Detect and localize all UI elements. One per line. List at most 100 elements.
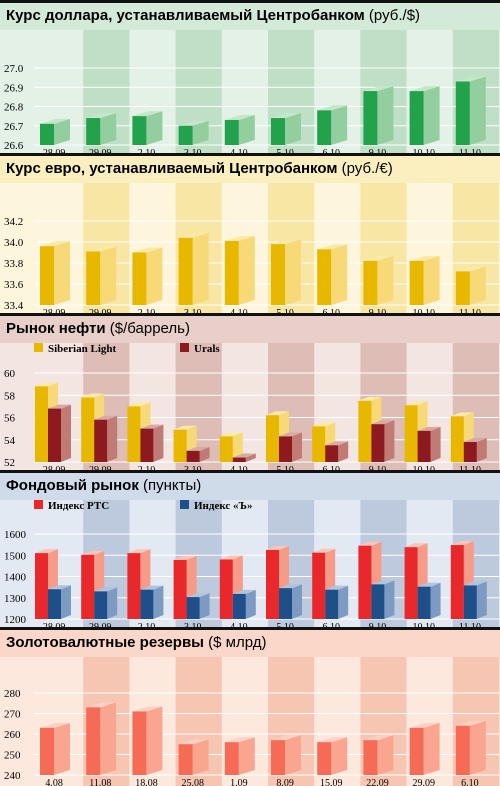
y-tick-label: 33.6 [4,279,24,291]
bar-eur-4.10 [224,235,255,305]
x-tick-label: 18.08 [135,778,158,786]
bar-gold-1.09 [224,737,255,775]
bar-top [409,722,440,728]
x-tick-label: 9.10 [369,465,387,473]
bar-top [463,581,487,586]
bar-eur-10.10 [409,255,440,305]
bar-gold-8.09 [271,735,301,775]
bar-top [35,549,58,554]
bar-side [54,241,70,305]
bar-side [61,404,71,462]
bar-top [363,735,394,741]
bar-индекс-ъ--11.10 [463,581,487,619]
x-tick-label: 10.10 [412,308,435,316]
bar-front [178,237,193,305]
chart-usd: 26.6 26.7 26.8 26.9 27.0 28.09 29.09 2.10 3.10 4.… [0,30,500,156]
bar-front [94,419,108,462]
y-tick-label: 52 [4,457,15,469]
bar-side [285,239,301,305]
bar-side [285,735,301,775]
bar-gold-15.09 [317,737,348,775]
x-tick-label: 2.10 [138,308,156,316]
bar-top [455,76,486,82]
x-tick-label: 28.09 [43,622,66,630]
x-tick-label: 11.10 [459,148,481,156]
bar-side [54,118,70,145]
panel-title-stock: Фондовый рынок (пункты) [6,474,201,498]
bar-top [279,584,302,589]
bar-top [219,432,243,437]
panel-title-gold: Золотовалютные резервы ($ млрд) [6,631,266,655]
bar-front [224,742,239,775]
bar-side [100,246,117,305]
bar-top [271,735,301,741]
x-tick-label: 28.09 [43,148,66,156]
panel-eur: Курс евро, устанавливаемый Центробанком … [0,153,500,316]
bar-front [40,727,54,775]
bar-top [178,120,209,126]
bar-eur-6.10 [317,244,348,305]
chart-oil: 52 54 56 58 60 28.09 29.09 2.10 3.10 4.10 5.10 6.10… [0,343,500,473]
x-tick-label: 9.10 [369,148,387,156]
bar-front [186,450,200,462]
panel-gold: Золотовалютные резервы ($ млрд) 240 250 260… [0,627,500,786]
bar-top [186,446,210,451]
bar-top [81,393,105,398]
x-tick-label: 10.10 [412,622,435,630]
x-tick-label: 10.10 [412,465,435,473]
bar-side [199,446,210,462]
bar-side [245,589,256,619]
bar-front [178,744,193,775]
bar-gold-25.08 [178,739,209,775]
bar-индекс-ртс-28.09 [35,549,58,619]
x-tick-label: 3.10 [184,465,202,473]
x-tick-label: 11.10 [459,465,481,473]
bar-front [132,252,147,305]
bar-front [35,386,48,462]
bar-индекс-ъ--3.10 [186,593,210,619]
bar-eur-28.09 [40,241,70,305]
bar-top [173,425,197,430]
bar-top [266,545,289,550]
bar-side [469,266,486,305]
bar-side [238,114,255,145]
panel-title-unit: (руб./$) [364,7,421,24]
bar-top [132,706,163,712]
x-tick-label: 28.09 [43,465,66,473]
bar-front [48,589,61,619]
bar-front [417,430,431,462]
bar-top [178,232,209,238]
bar-top [279,432,302,437]
bar-top [132,247,163,253]
bar-gold-22.09 [363,735,394,775]
bar-usd-3.10 [178,120,209,145]
bar-front [266,549,279,619]
x-tick-label: 2.10 [138,622,156,630]
bar-front [86,118,101,145]
bar-top [186,593,210,598]
bar-usd-29.09 [86,113,117,145]
bar-front [358,400,372,462]
bar-front [455,81,470,145]
bar-front [417,586,431,619]
y-tick-label: 1300 [4,593,27,605]
bar-side [146,111,163,145]
bar-urals-3.10 [186,446,210,462]
bar-urals-9.10 [371,420,395,462]
bar-front [409,727,424,775]
bar-front [266,415,279,462]
panel-title-eur: Курс евро, устанавливаемый Центробанком … [6,157,393,181]
bar-side [423,255,440,305]
bar-side [423,722,440,775]
panel-title-unit: (пункты) [138,477,202,494]
y-tick-label: 26.6 [4,140,24,152]
legend-swatch [180,500,189,509]
bar-top [86,113,117,119]
bar-usd-5.10 [271,113,301,145]
bar-side [384,420,395,462]
bar-usd-28.09 [40,118,70,145]
chart-gold: 240 250 260 270 280 4.08 11.08 18.08 25.08 1.09 8.… [0,657,500,786]
bar-front [271,740,285,775]
x-tick-label: 6.10 [461,778,479,786]
bar-side [107,587,118,619]
